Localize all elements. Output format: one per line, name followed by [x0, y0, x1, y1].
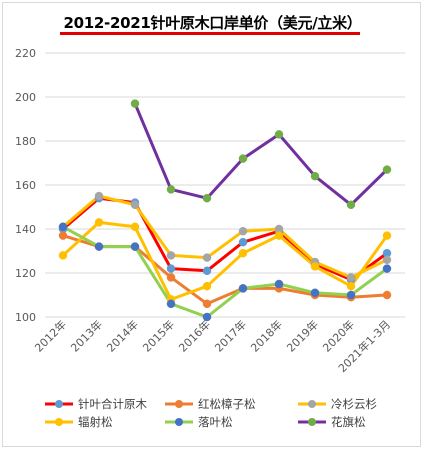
- legend-label: 落叶松: [198, 415, 233, 429]
- legend-label: 辐射松: [78, 415, 113, 429]
- data-point: [274, 231, 284, 240]
- series-line-4: [62, 225, 388, 319]
- data-point: [238, 237, 248, 247]
- data-point: [382, 231, 392, 240]
- series-line-5: [133, 103, 389, 207]
- legend-swatch-marker: [55, 400, 63, 408]
- x-axis-ticks: 2012年 2013年 2014年 2015年 2016年 2017年 2018年 2019年…: [32, 317, 393, 375]
- y-axis-ticks: 100 120 140 160 180 200 220: [15, 47, 36, 324]
- data-point: [130, 200, 140, 210]
- x-tick-label: 2017年: [212, 317, 249, 354]
- data-point: [130, 99, 140, 108]
- data-point: [130, 222, 140, 232]
- data-point: [238, 226, 248, 236]
- gridlines: [45, 52, 405, 318]
- y-tick-label: 160: [15, 179, 36, 192]
- data-point: [274, 130, 284, 139]
- data-point: [202, 312, 212, 322]
- data-point: [94, 218, 104, 227]
- data-point: [346, 200, 356, 210]
- x-tick-label: 2012年: [32, 317, 69, 354]
- series-lines: [61, 103, 389, 319]
- legend-swatch-marker: [55, 418, 63, 426]
- data-point: [166, 299, 176, 309]
- data-point: [202, 253, 212, 262]
- data-point: [202, 266, 212, 276]
- x-tick-label: 2018年: [248, 317, 285, 354]
- data-point: [382, 290, 392, 300]
- chart-title: 2012-2021针叶原木口岸单价（美元/立米）: [63, 14, 362, 32]
- legend-swatch-marker: [308, 418, 316, 426]
- data-point: [346, 290, 356, 300]
- data-point: [310, 171, 320, 181]
- y-tick-label: 120: [15, 267, 36, 280]
- series-line-0: [62, 196, 388, 282]
- data-point: [382, 165, 392, 174]
- data-point: [58, 222, 68, 232]
- data-point: [310, 262, 320, 271]
- series-line-2: [62, 194, 388, 279]
- legend-swatch-marker: [175, 400, 183, 408]
- data-point: [310, 288, 320, 298]
- x-tick-label: 2014年: [104, 317, 141, 354]
- data-point: [202, 193, 212, 203]
- data-point: [166, 264, 176, 273]
- y-tick-label: 220: [15, 47, 36, 60]
- legend-label: 红松樟子松: [198, 397, 256, 411]
- data-point: [238, 284, 248, 293]
- legend-swatch-marker: [308, 400, 316, 408]
- data-point: [382, 255, 392, 265]
- data-point: [238, 248, 248, 258]
- data-point: [274, 279, 284, 289]
- data-point: [346, 273, 356, 282]
- data-point: [166, 251, 176, 260]
- data-point: [58, 231, 68, 240]
- data-point: [166, 185, 176, 194]
- data-point: [202, 281, 212, 291]
- x-tick-label: 2019年: [284, 317, 321, 354]
- data-point: [166, 273, 176, 282]
- data-point: [382, 264, 392, 273]
- data-point: [94, 242, 104, 251]
- data-point: [202, 299, 212, 309]
- series-markers: [58, 99, 392, 322]
- series-line-3: [61, 220, 389, 301]
- data-point: [346, 281, 356, 291]
- y-tick-label: 140: [15, 223, 36, 236]
- data-point: [94, 191, 104, 201]
- x-tick-label: 2016年: [176, 317, 213, 354]
- legend-swatch-marker: [175, 418, 183, 426]
- x-tick-label: 2013年: [68, 317, 105, 354]
- legend-label: 冷杉云杉: [331, 397, 377, 411]
- chart-frame: [2, 2, 421, 447]
- legend-label: 花旗松: [331, 415, 366, 429]
- data-point: [238, 154, 248, 163]
- title-underline: [60, 32, 360, 35]
- legend-label: 针叶合计原木: [78, 397, 147, 411]
- y-tick-label: 100: [15, 311, 36, 324]
- data-point: [130, 242, 140, 251]
- data-point: [58, 251, 68, 260]
- x-tick-label: 2015年: [140, 317, 177, 354]
- y-tick-label: 200: [15, 91, 36, 104]
- y-tick-label: 180: [15, 135, 36, 148]
